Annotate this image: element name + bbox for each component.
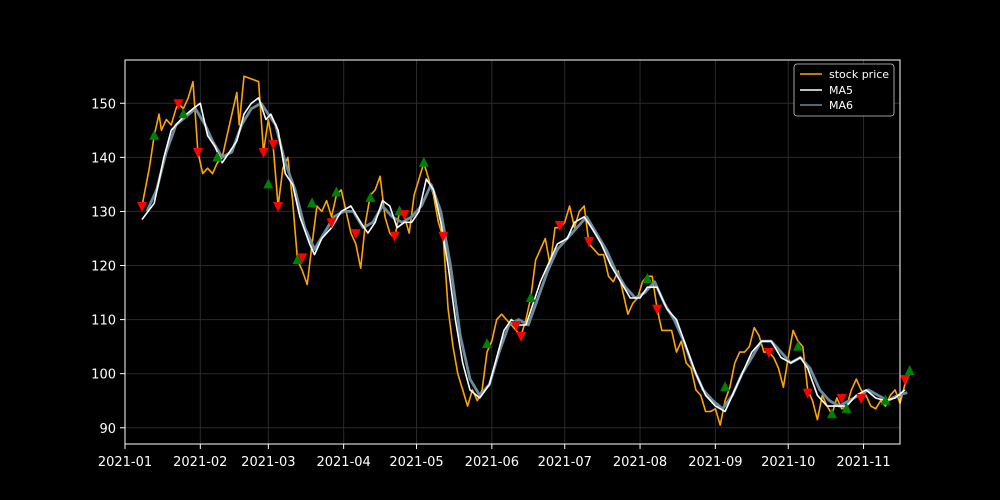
buy-marker (365, 191, 376, 202)
sell-marker (273, 202, 284, 213)
sell-marker (399, 210, 410, 221)
sell-marker (652, 304, 663, 315)
x-tick-label: 2021-06 (465, 455, 519, 470)
buy-marker (307, 197, 318, 208)
sell-marker (554, 220, 565, 231)
series-line-ma5 (141, 97, 906, 413)
x-tick-label: 2021-02 (173, 455, 227, 470)
x-axis: 2021-01 2021-02 2021-03 2021-04 2021-05 2021-… (98, 444, 891, 470)
sell-marker (836, 394, 847, 405)
sell-marker (258, 147, 269, 158)
legend-label-stock-price: stock price (829, 68, 889, 81)
y-tick-label: 120 (91, 260, 116, 275)
sell-marker (389, 231, 400, 242)
marker-layer (137, 99, 915, 419)
y-tick-label: 110 (91, 314, 116, 329)
x-tick-label: 2021-09 (688, 455, 742, 470)
sell-marker (350, 229, 361, 240)
buy-marker (263, 178, 274, 189)
x-tick-label: 2021-04 (316, 455, 370, 470)
y-tick-label: 140 (91, 151, 116, 166)
sell-marker (326, 218, 337, 229)
buy-marker (178, 108, 189, 119)
buy-marker (792, 340, 803, 351)
sell-marker (516, 331, 527, 342)
sell-marker (584, 237, 595, 248)
buy-marker (642, 273, 653, 284)
sell-marker (268, 139, 279, 150)
x-tick-label: 2021-08 (613, 455, 667, 470)
y-tick-label: 90 (99, 422, 116, 437)
sell-marker (856, 394, 867, 405)
buy-marker (826, 408, 837, 419)
sell-marker (899, 375, 910, 386)
buy-marker (481, 337, 492, 348)
sell-marker (763, 348, 774, 359)
x-tick-label: 2021-10 (761, 455, 815, 470)
legend-label-ma6: MA6 (829, 99, 853, 112)
series-line-stock-price (141, 75, 911, 426)
y-tick-label: 100 (91, 368, 116, 383)
buy-marker (331, 186, 342, 197)
series-layer (141, 75, 911, 426)
x-tick-label: 2021-07 (538, 455, 592, 470)
legend-label-ma5: MA5 (829, 84, 853, 97)
buy-marker (904, 364, 915, 375)
sell-marker (438, 231, 449, 242)
x-tick-label: 2021-01 (98, 455, 152, 470)
sell-marker (802, 388, 813, 399)
x-tick-label: 2021-11 (836, 455, 890, 470)
buy-marker (841, 402, 852, 413)
sell-marker (297, 253, 308, 264)
legend-box (793, 63, 895, 117)
legend: stock price MA5 MA6 (793, 63, 895, 117)
sell-marker (192, 147, 203, 158)
x-tick-label: 2021-03 (241, 455, 295, 470)
buy-marker (149, 129, 160, 140)
y-tick-label: 150 (91, 97, 116, 112)
x-tick-label: 2021-05 (389, 455, 443, 470)
sell-marker (511, 321, 522, 332)
sell-marker (137, 202, 148, 213)
buy-marker (212, 151, 223, 162)
buy-marker (292, 254, 303, 265)
buy-marker (720, 381, 731, 392)
buy-marker (418, 156, 429, 167)
plot-frame (124, 59, 901, 445)
buy-marker (880, 394, 891, 405)
y-axis: 90 100 110 120 130 140 150 (91, 97, 125, 437)
y-tick-label: 130 (91, 205, 116, 220)
buy-marker (525, 291, 536, 302)
sell-marker (173, 99, 184, 110)
